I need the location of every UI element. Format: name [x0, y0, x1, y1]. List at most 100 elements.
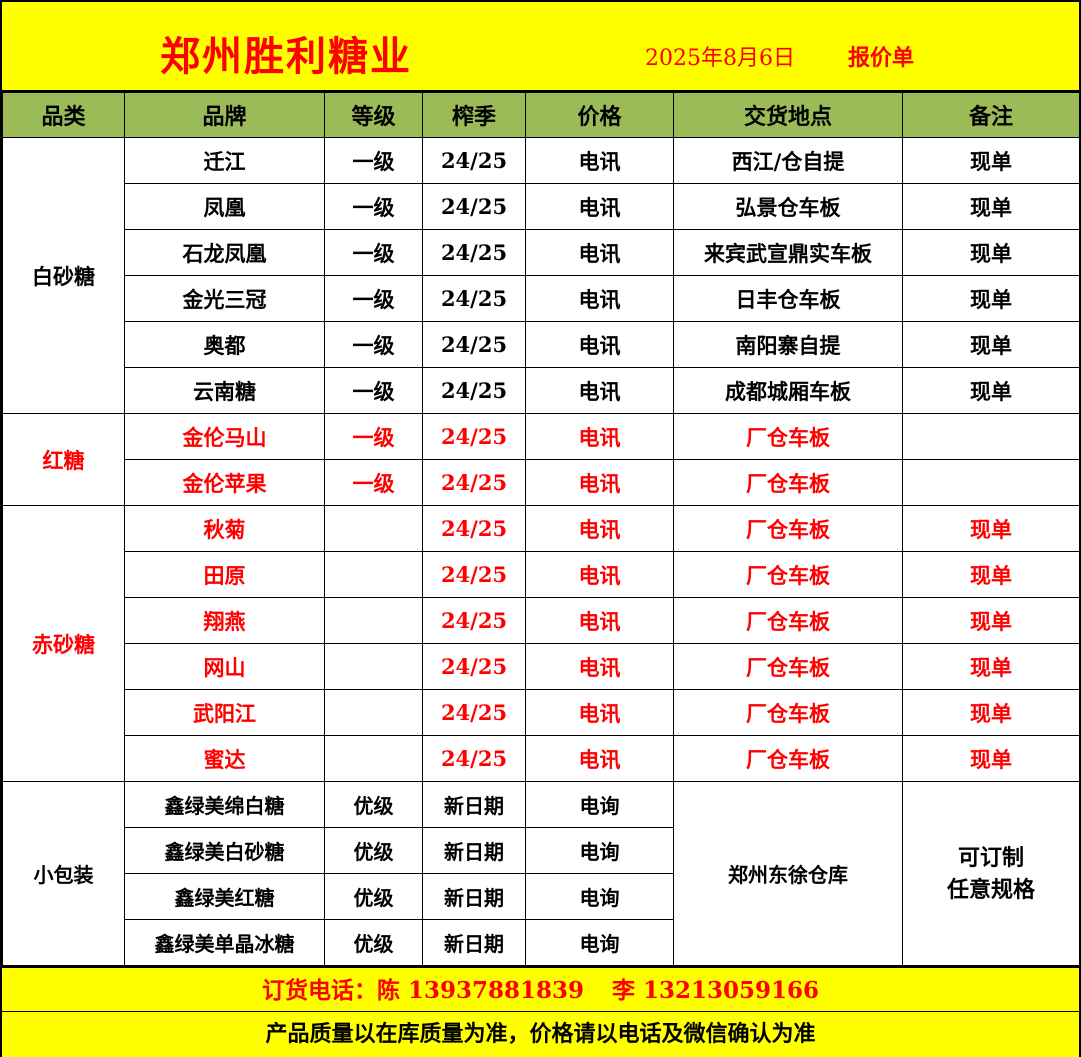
table-row: 奥都 一级 24/25 电讯 南阳寨自提 现单: [3, 321, 1080, 368]
table-row: 金光三冠 一级 24/25 电讯 日丰仓车板 现单: [3, 275, 1080, 322]
remark-line: 可订制: [957, 844, 1024, 871]
price-cell: 电询: [525, 873, 674, 920]
column-header: 品类: [2, 92, 125, 138]
grade-cell: 一级: [324, 321, 423, 368]
grade-cell: [324, 735, 423, 782]
season-cell: 24/25: [422, 689, 526, 736]
season-cell: 新日期: [422, 781, 526, 828]
delivery-cell: 日丰仓车板: [673, 275, 903, 322]
table-row: 小包装 鑫绿美绵白糖 优级 新日期 电询 郑州东徐仓库 可订制 任意规格: [2, 781, 1080, 966]
price-cell: 电讯: [525, 735, 674, 782]
brand-cell: 凤凰: [124, 183, 325, 230]
table-row: 红糖 金伦马山 一级 24/25 电讯 厂仓车板: [2, 413, 1080, 506]
delivery-cell: 西江/仓自提: [673, 137, 903, 184]
table-row: 云南糖 一级 24/25 电讯 成都城厢车板 现单: [3, 367, 1080, 414]
grade-cell: 优级: [324, 873, 423, 920]
season-cell: 24/25: [422, 643, 526, 690]
remark-cell: 现单: [902, 505, 1080, 552]
price-cell: 电讯: [525, 459, 674, 506]
season-cell: 新日期: [422, 919, 526, 966]
grade-cell: [324, 505, 423, 552]
table-row: 武阳江 24/25 电讯 厂仓车板 现单: [3, 689, 1080, 736]
price-cell: 电讯: [525, 505, 674, 552]
price-cell: 电讯: [525, 367, 674, 414]
price-cell: 电讯: [525, 137, 674, 184]
grade-cell: [324, 689, 423, 736]
column-header: 等级: [324, 92, 423, 138]
remark-cell: [902, 459, 1080, 506]
price-cell: 电询: [525, 919, 674, 966]
delivery-cell: 厂仓车板: [673, 643, 903, 690]
delivery-cell: 来宾武宣鼎实车板: [673, 229, 903, 276]
price-cell: 电讯: [525, 413, 674, 460]
season-cell: 新日期: [422, 873, 526, 920]
table-row: 田原 24/25 电讯 厂仓车板 现单: [3, 551, 1080, 598]
remark-cell: 现单: [902, 183, 1080, 230]
brand-cell: 鑫绿美红糖: [124, 873, 325, 920]
brand-cell: 迁江: [124, 137, 325, 184]
delivery-cell: 厂仓车板: [673, 735, 903, 782]
delivery-cell: 厂仓车板: [673, 551, 903, 598]
remark-cell: 现单: [902, 643, 1080, 690]
column-header: 交货地点: [673, 92, 903, 138]
remark-cell: 现单: [902, 597, 1080, 644]
delivery-cell: 厂仓车板: [673, 597, 903, 644]
price-cell: 电讯: [525, 183, 674, 230]
delivery-cell: 厂仓车板: [673, 413, 903, 460]
price-cell: 电讯: [525, 229, 674, 276]
grade-cell: 优级: [324, 919, 423, 966]
order-phone-bar: 订货电话：陈 13937881839 李 13213059166: [2, 966, 1079, 1012]
season-cell: 24/25: [422, 275, 526, 322]
category-cell: 赤砂糖: [2, 505, 125, 782]
brand-cell: 网山: [124, 643, 325, 690]
brand-cell: 翔燕: [124, 597, 325, 644]
table-row: 翔燕 24/25 电讯 厂仓车板 现单: [3, 597, 1080, 644]
delivery-cell: 南阳寨自提: [673, 321, 903, 368]
company-name: 郑州胜利糖业: [160, 33, 412, 80]
brand-cell: 奥都: [124, 321, 325, 368]
delivery-cell: 成都城厢车板: [673, 367, 903, 414]
grade-cell: 优级: [324, 827, 423, 874]
delivery-cell: 厂仓车板: [673, 505, 903, 552]
season-cell: 24/25: [422, 597, 526, 644]
category-cell: 小包装: [2, 781, 125, 966]
doc-type: 报价单: [848, 45, 915, 71]
remark-cell: 可订制 任意规格: [902, 781, 1080, 966]
season-cell: 24/25: [422, 321, 526, 368]
brand-cell: 云南糖: [124, 367, 325, 414]
brand-cell: 金伦苹果: [124, 459, 325, 506]
phone-contact-1: 订货电话：陈 13937881839: [261, 977, 584, 1004]
remark-cell: 现单: [902, 229, 1080, 276]
grade-cell: 一级: [324, 275, 423, 322]
brand-cell: 秋菊: [124, 505, 325, 552]
column-header-row: 品类 品牌 等级 榨季 价格 交货地点 备注: [2, 92, 1080, 138]
table-row: 网山 24/25 电讯 厂仓车板 现单: [3, 643, 1080, 690]
table-row: 石龙凤凰 一级 24/25 电讯 来宾武宣鼎实车板 现单: [3, 229, 1080, 276]
remark-cell: 现单: [902, 367, 1080, 414]
category-cell: 红糖: [2, 413, 125, 506]
delivery-cell: 弘景仓车板: [673, 183, 903, 230]
price-cell: 电讯: [525, 551, 674, 598]
price-cell: 电讯: [525, 597, 674, 644]
category-cell: 白砂糖: [2, 137, 125, 414]
delivery-cell: 厂仓车板: [673, 689, 903, 736]
season-cell: 24/25: [422, 551, 526, 598]
grade-cell: 一级: [324, 459, 423, 506]
remark-cell: 现单: [902, 551, 1080, 598]
season-cell: 24/25: [422, 459, 526, 506]
brand-cell: 鑫绿美白砂糖: [124, 827, 325, 874]
delivery-cell: 郑州东徐仓库: [673, 781, 903, 966]
delivery-cell: 厂仓车板: [673, 459, 903, 506]
price-cell: 电询: [525, 781, 674, 828]
table-row: 白砂糖 迁江 一级 24/25 电讯 西江/仓自提 现单: [2, 137, 1080, 414]
season-cell: 24/25: [422, 735, 526, 782]
season-cell: 24/25: [422, 183, 526, 230]
brand-cell: 金光三冠: [124, 275, 325, 322]
table-row: 赤砂糖 秋菊 24/25 电讯 厂仓车板 现单: [2, 505, 1080, 782]
remark-cell: 现单: [902, 321, 1080, 368]
price-table: 品类 品牌 等级 榨季 价格 交货地点 备注 白砂糖 迁江 一级 24/25 电讯 西江/仓自提 现单凤…: [2, 92, 1080, 966]
phone-contact-2: 李 13213059166: [612, 977, 820, 1004]
price-cell: 电讯: [525, 275, 674, 322]
brand-cell: 田原: [124, 551, 325, 598]
